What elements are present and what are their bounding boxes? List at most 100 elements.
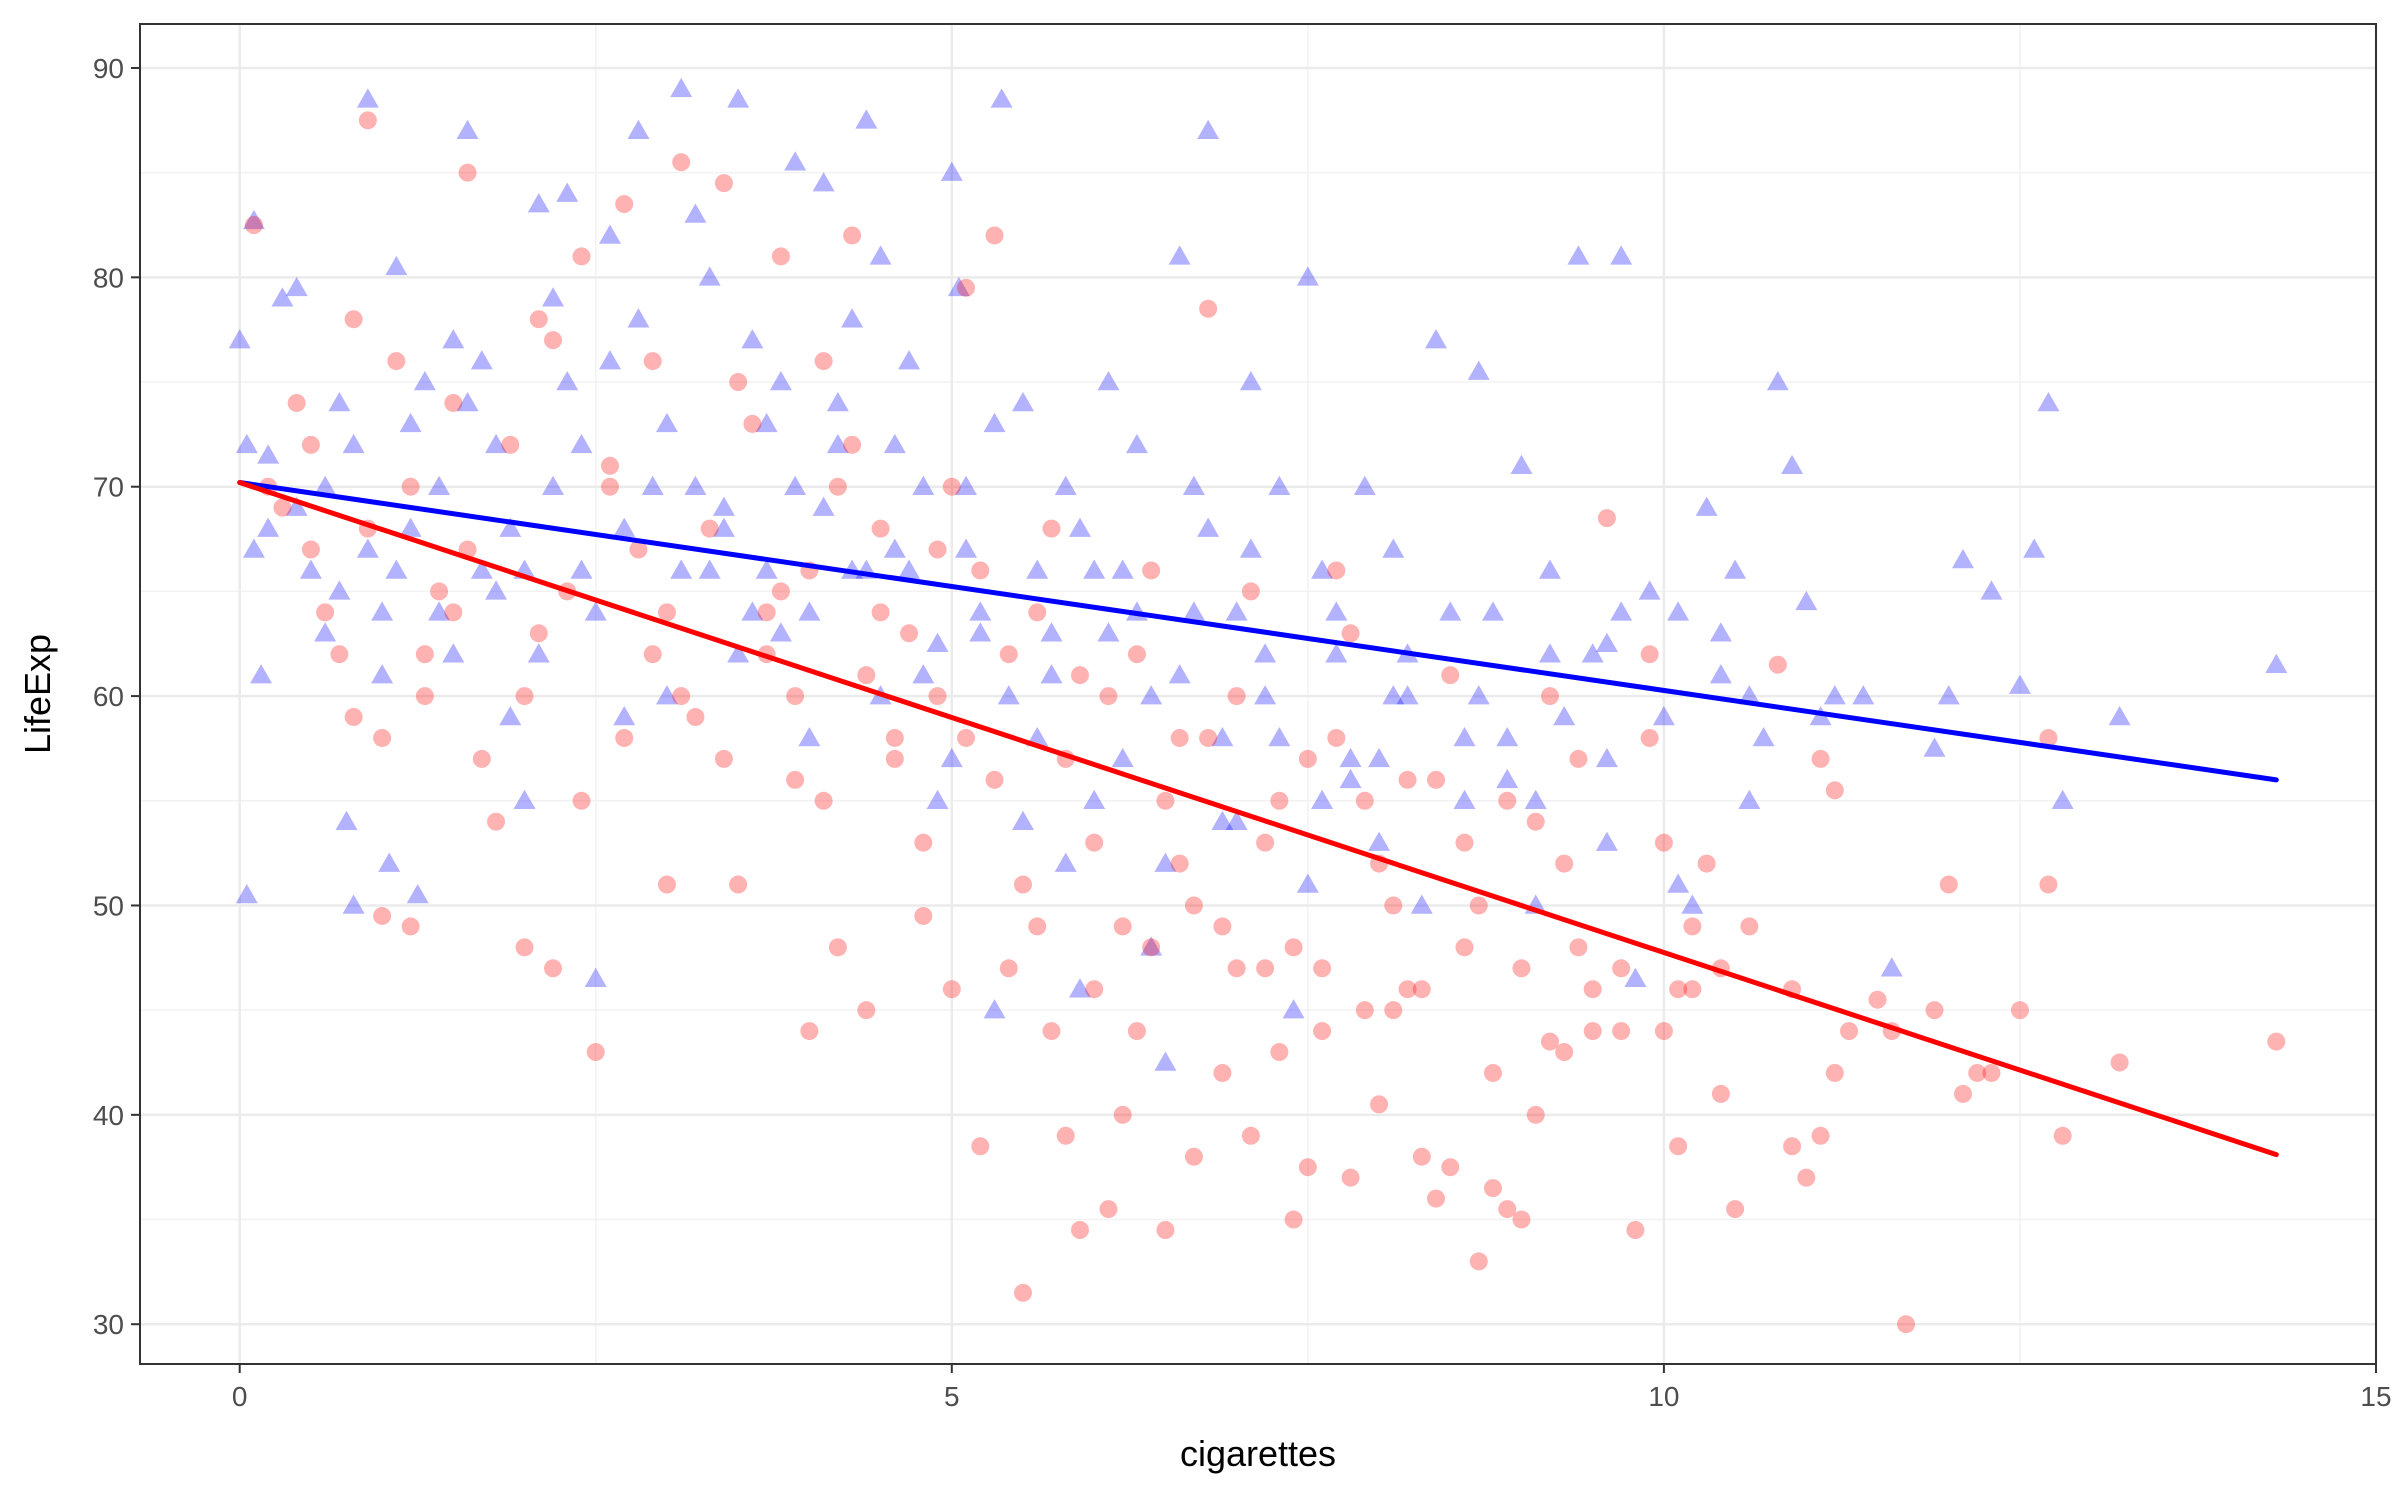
circle-point [1840, 1022, 1859, 1041]
circle-point [1014, 875, 1033, 894]
triangle-point [356, 88, 379, 108]
x-axis-title: cigarettes [1180, 1433, 1336, 1474]
triangle-point [1154, 1051, 1177, 1071]
panel-border [139, 23, 2377, 1365]
triangle-point [1695, 496, 1718, 516]
triangle-point [1211, 810, 1234, 830]
circle-point [814, 352, 833, 371]
circle-point [1256, 959, 1275, 978]
triangle-point [1382, 538, 1405, 558]
triangle-point [784, 475, 807, 495]
circle-point [1070, 666, 1089, 685]
triangle-point [1709, 664, 1732, 684]
triangle-point [399, 412, 422, 433]
triangle-point [898, 559, 921, 579]
circle-point [2110, 1053, 2129, 1072]
triangle-point [285, 276, 308, 297]
circle-point [786, 770, 805, 789]
triangle-point [1709, 622, 1732, 642]
circle-point [1441, 666, 1460, 685]
circle-point [1241, 1126, 1260, 1145]
circle-point [1298, 1158, 1317, 1177]
circle-point [786, 687, 805, 706]
triangle-point [1595, 831, 1618, 851]
triangle-point [584, 967, 607, 987]
circle-point [999, 645, 1018, 664]
circle-point [1982, 1063, 2001, 1082]
blue-fit-line [237, 480, 2279, 783]
triangle-point [1068, 517, 1091, 537]
circle-point [1455, 938, 1474, 957]
circle-point [1085, 980, 1104, 999]
triangle-point [1111, 559, 1134, 579]
circle-point [1569, 938, 1588, 957]
circle-point [672, 687, 691, 706]
triangle-point [378, 852, 401, 872]
circle-point [2053, 1126, 2072, 1145]
circle-point [900, 624, 919, 643]
triangle-point [613, 706, 636, 726]
circle-point [544, 959, 563, 978]
circle-point [942, 980, 961, 999]
triangle-point [342, 894, 365, 914]
triangle-point [1083, 559, 1106, 579]
triangle-point [1239, 538, 1262, 558]
triangle-point [1781, 454, 1804, 475]
circle-point [301, 540, 320, 559]
triangle-point [1254, 643, 1277, 663]
y-tick-label: 90 [93, 53, 124, 84]
triangle-point [712, 496, 735, 516]
triangle-point [1453, 789, 1476, 810]
triangle-point [2265, 653, 2288, 673]
circle-point [1127, 1022, 1146, 1041]
circle-point [1427, 770, 1446, 789]
circle-point [1526, 812, 1545, 831]
circle-point [415, 645, 434, 664]
triangle-point [556, 371, 579, 391]
triangle-point [712, 517, 735, 537]
triangle-point [1567, 245, 1590, 265]
triangle-point [940, 161, 963, 181]
circle-point [458, 163, 477, 182]
circle-point [1014, 1283, 1033, 1302]
triangle-point [826, 433, 849, 454]
circle-point [1099, 687, 1118, 706]
triangle-point [1667, 873, 1690, 893]
circle-point [2267, 1032, 2286, 1051]
triangle-point [1524, 789, 1547, 810]
circle-point [1569, 749, 1588, 768]
triangle-point [385, 559, 408, 579]
triangle-point [1496, 726, 1519, 747]
triangle-point [1538, 559, 1561, 579]
circle-point [1099, 1200, 1118, 1219]
triangle-point [655, 412, 678, 433]
triangle-point [299, 559, 322, 579]
triangle-point [1368, 831, 1391, 851]
circle-point [1184, 1147, 1203, 1166]
circle-point [1740, 917, 1759, 936]
triangle-point [257, 444, 280, 464]
triangle-point [798, 726, 821, 747]
triangle-point [271, 287, 294, 307]
circle-point [757, 603, 776, 622]
circle-point [1726, 1200, 1745, 1219]
triangle-point [2008, 674, 2031, 694]
circle-point [971, 1137, 990, 1156]
triangle-point [570, 433, 593, 454]
circle-point [1469, 896, 1488, 915]
triangle-point [1282, 999, 1305, 1019]
triangle-point [1496, 768, 1519, 789]
circle-point [1199, 299, 1218, 318]
triangle-point [812, 172, 835, 192]
circle-point [1797, 1168, 1816, 1187]
circle-point [515, 938, 534, 957]
circle-point [586, 1043, 605, 1062]
circle-point [871, 603, 890, 622]
triangle-point [1610, 601, 1633, 621]
circle-point [672, 153, 691, 172]
triangle-point [1681, 894, 1704, 914]
circle-point [1498, 1200, 1517, 1219]
circle-point [515, 687, 534, 706]
triangle-point [655, 685, 678, 705]
circle-point [529, 624, 548, 643]
